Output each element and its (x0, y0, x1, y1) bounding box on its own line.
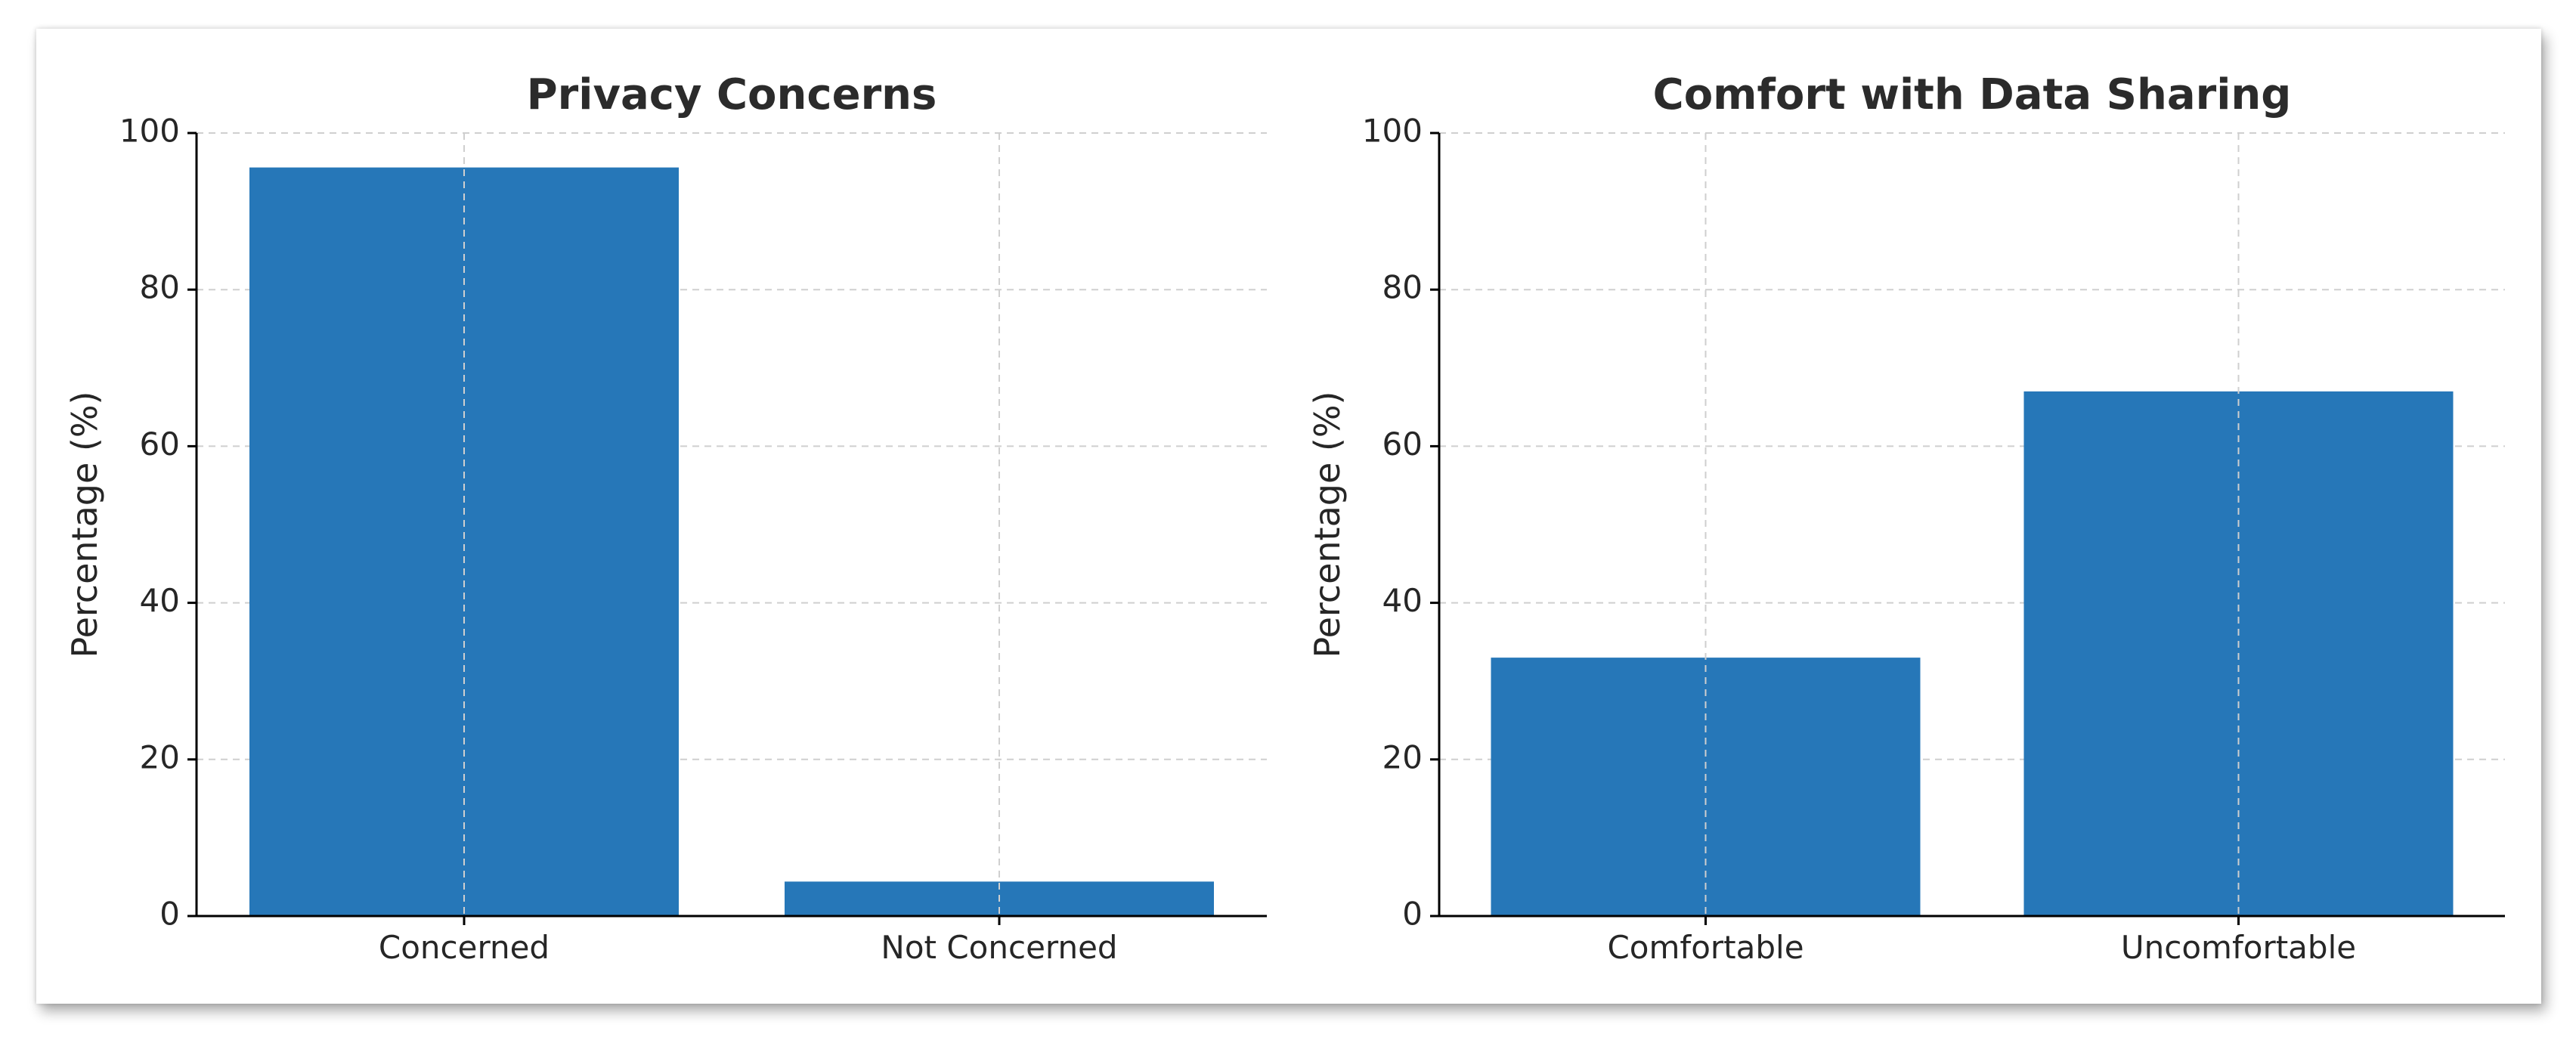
x-tick-label-comfortable: Comfortable (1607, 929, 1804, 966)
y-tick-label: 20 (1382, 738, 1423, 775)
y-axis-label: Percentage (%) (1307, 392, 1348, 658)
y-tick-label: 0 (159, 896, 180, 933)
figure-frame: 0 20 40 60 80 100 Concerned Not Concerned Privac… (36, 29, 2541, 1004)
y-tick-label: 100 (1362, 113, 1423, 150)
y-tick-label: 60 (140, 426, 180, 463)
y-tick-label: 80 (140, 269, 180, 306)
chart-title: Privacy Concerns (527, 70, 937, 119)
x-tick-label-concerned: Concerned (379, 929, 550, 966)
x-tick-label-uncomfortable: Uncomfortable (2121, 929, 2356, 966)
y-tick-label: 80 (1382, 269, 1423, 306)
chart-title: Comfort with Data Sharing (1653, 70, 2292, 119)
chart-panel-1: 0 20 40 60 80 100 Concerned Not Concerned Privac… (64, 70, 1267, 966)
y-tick-label: 40 (140, 582, 180, 619)
y-tick-label: 40 (1382, 582, 1423, 619)
y-tick-label: 0 (1402, 896, 1423, 933)
x-tick-label-not-concerned: Not Concerned (881, 929, 1117, 966)
y-tick-label: 100 (119, 113, 180, 150)
charts-canvas: 0 20 40 60 80 100 Concerned Not Concerned Privac… (64, 70, 2505, 966)
y-tick-label: 60 (1382, 426, 1423, 463)
y-tick-label: 20 (140, 738, 180, 775)
chart-panel-2: 0 20 40 60 80 100 Comfortable Uncomfortable Comf… (1307, 70, 2505, 966)
y-axis-label: Percentage (%) (64, 392, 105, 658)
